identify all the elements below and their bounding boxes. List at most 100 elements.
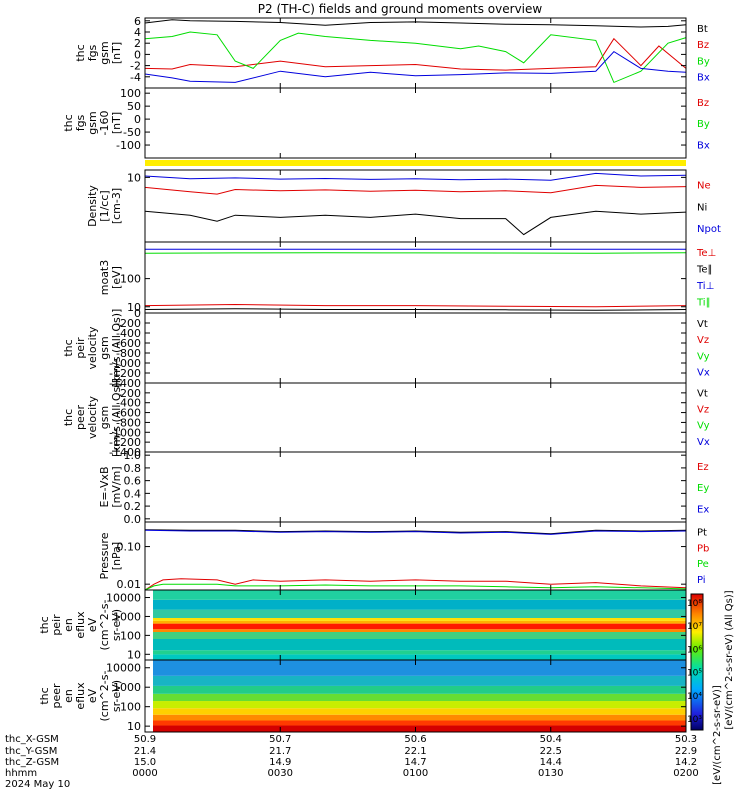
y-tick-label: 10000 xyxy=(106,662,141,675)
y-tick-label: -800 xyxy=(116,416,141,429)
spectrogram-band xyxy=(145,639,686,651)
legend-Bz: Bz xyxy=(697,40,709,51)
y-tick-label: 4 xyxy=(134,26,141,39)
y-tick-label: 0.10 xyxy=(117,541,142,554)
panel-frame xyxy=(144,169,687,243)
legend-Te∥: Te∥ xyxy=(696,265,713,276)
y-axis-label: [km/s (All Qs)] xyxy=(110,378,123,457)
series-Bz xyxy=(144,37,687,71)
y-axis-label: -160 xyxy=(98,111,111,136)
y-axis-label: thc xyxy=(38,687,51,704)
z-gsm-label: 14.2 xyxy=(675,757,697,768)
y-axis-label: thc xyxy=(74,44,87,61)
colorbar-tick-label: 10⁴ xyxy=(687,692,702,702)
legend-Ex: Ex xyxy=(697,504,709,515)
panel-density: 10 Density [1/cc] [cm-3] Ne Ni Npot xyxy=(86,169,721,243)
y-axis-label: Density xyxy=(86,185,99,227)
y-tick-label: -1200 xyxy=(109,367,141,380)
series-Ni xyxy=(144,210,687,236)
legend-Te⊥: Te⊥ xyxy=(696,248,716,259)
spectrogram-band xyxy=(145,623,686,630)
time-label: 0030 xyxy=(268,768,293,779)
y-tick-label: -1200 xyxy=(109,436,141,449)
x-gsm-label: 50.4 xyxy=(540,734,562,745)
spectrogram-band xyxy=(145,609,686,618)
y-tick-label: -1000 xyxy=(109,357,141,370)
legend-Pt: Pt xyxy=(697,527,707,538)
legend-Ey: Ey xyxy=(697,483,709,494)
series-Pe xyxy=(144,583,687,591)
spectrogram-band xyxy=(145,599,686,610)
yellow-status-bar xyxy=(145,160,686,166)
legend-Npot: Npot xyxy=(697,224,721,235)
legend-Ti∥: Ti∥ xyxy=(696,298,711,309)
colorbar-tick-label: 10⁵ xyxy=(687,669,702,679)
series-Npot xyxy=(144,172,687,181)
y-axis-label: sr-eV) xyxy=(110,680,123,712)
y-tick-label: 0.2 xyxy=(124,500,142,513)
y-tick-label: 100 xyxy=(120,701,141,714)
z-gsm-label: 14.4 xyxy=(540,757,562,768)
y-axis-label: gsm xyxy=(98,41,111,64)
legend-Vx: Vx xyxy=(697,437,710,448)
legend-By: By xyxy=(697,119,710,130)
y-axis-label: thc xyxy=(62,409,75,426)
y-gsm-label: 21.4 xyxy=(134,746,156,757)
y-tick-label: 0.6 xyxy=(124,475,142,488)
spectrogram-gap xyxy=(145,590,153,660)
z-gsm-label: 14.7 xyxy=(404,757,426,768)
panel-frame xyxy=(144,312,687,384)
y-axis-label: [cm-3] xyxy=(110,188,123,224)
spectrogram-band xyxy=(145,708,686,715)
y-tick-label: -400 xyxy=(116,397,141,410)
y-axis-label: sr-eV) xyxy=(110,609,123,641)
legend-Ez: Ez xyxy=(697,462,709,473)
y-tick-label: 0.01 xyxy=(117,578,142,591)
panel-frame xyxy=(144,451,687,523)
y-tick-label: 10 xyxy=(127,720,141,733)
y-axis-label: gsm xyxy=(98,336,111,359)
time-label: 0000 xyxy=(132,768,157,779)
x-row-label: thc_X-GSM xyxy=(5,734,59,745)
y-tick-label: 100 xyxy=(120,87,141,100)
series-Ne xyxy=(144,184,687,195)
legend-Vy: Vy xyxy=(697,421,710,432)
y-axis-label: [km/s (All Qs)] xyxy=(110,309,123,388)
y-tick-label: -50 xyxy=(123,126,141,139)
x-gsm-label: 50.9 xyxy=(134,734,156,745)
y-tick-label: 0 xyxy=(134,48,141,61)
y-gsm-label: 22.9 xyxy=(675,746,697,757)
y-axis-label: gsm xyxy=(86,111,99,134)
spectrogram-band xyxy=(145,618,686,621)
time-label: 0100 xyxy=(403,768,428,779)
panel-frame xyxy=(144,382,687,453)
z-gsm-label: 14.9 xyxy=(269,757,291,768)
y-axis-label: (cm^2-s- xyxy=(98,600,111,651)
time-label: 0130 xyxy=(538,768,563,779)
legend-Vx: Vx xyxy=(697,368,710,379)
legend-Ni: Ni xyxy=(697,202,707,213)
series-Pb xyxy=(144,578,687,591)
y-tick-label: -400 xyxy=(116,327,141,340)
y-axis-label: en xyxy=(62,689,75,703)
spectrogram-band xyxy=(145,714,686,721)
y-axis-label: thc xyxy=(38,616,51,633)
colorbar: 10⁸ 10⁷ 10⁶ 10⁵ 10⁴ 10³ [eV/(cm^2-s-sr-eV) (Al… xyxy=(687,590,735,785)
legend-Pb: Pb xyxy=(697,543,709,554)
x-gsm-label: 50.7 xyxy=(269,734,291,745)
colorbar-tick-label: 10³ xyxy=(687,715,702,725)
colorbar-tick-label: 10⁷ xyxy=(687,622,702,632)
y-gsm-label: 21.7 xyxy=(269,746,291,757)
spectrogram-band xyxy=(145,720,686,726)
legend-Vt: Vt xyxy=(697,389,708,400)
y-tick-label: 0.4 xyxy=(124,487,142,500)
y-tick-label: 10000 xyxy=(106,592,141,605)
y-tick-label: 0 xyxy=(134,307,141,320)
y-axis-label: peer xyxy=(50,683,63,709)
x-row-label: 2024 May 10 xyxy=(5,779,70,790)
y-axis-label: peir xyxy=(50,614,63,636)
